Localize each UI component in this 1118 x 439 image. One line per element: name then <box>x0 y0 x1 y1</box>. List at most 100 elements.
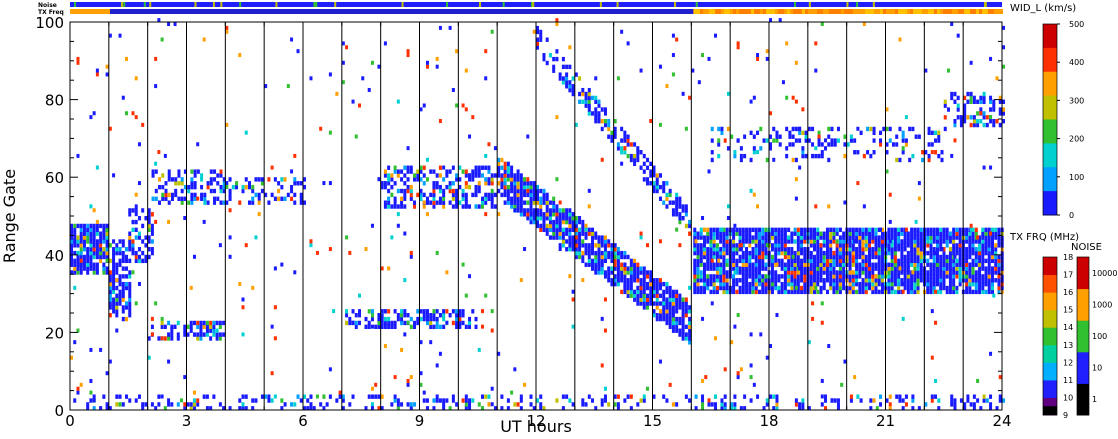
data-point <box>668 200 672 205</box>
data-point <box>678 212 682 217</box>
data-point <box>693 243 697 248</box>
data-point <box>216 173 220 178</box>
data-point <box>787 278 791 283</box>
data-point <box>377 64 381 69</box>
data-point <box>536 219 539 225</box>
data-point <box>942 285 946 291</box>
data-point <box>584 247 588 252</box>
data-point <box>719 247 723 252</box>
data-point <box>817 153 821 159</box>
data-point <box>422 181 426 186</box>
data-point <box>990 270 994 275</box>
data-point <box>442 402 446 407</box>
data-point <box>759 126 763 132</box>
data-point <box>409 402 413 407</box>
x-tick-label: 21 <box>876 412 895 430</box>
data-point <box>811 126 815 132</box>
data-point <box>919 239 923 244</box>
data-point <box>853 150 857 155</box>
txfreq-bar-segment <box>880 9 883 14</box>
data-point <box>732 254 736 260</box>
data-point <box>529 181 533 186</box>
data-point <box>787 266 791 271</box>
data-point <box>796 239 800 244</box>
data-point <box>877 239 881 244</box>
data-point <box>855 227 859 233</box>
data-point <box>309 76 313 81</box>
data-point <box>581 278 585 283</box>
data-point <box>561 227 565 233</box>
data-point <box>131 219 135 225</box>
data-point <box>574 254 578 260</box>
data-point <box>851 235 855 240</box>
data-point <box>458 316 462 322</box>
data-point <box>131 243 135 248</box>
data-point <box>581 254 585 260</box>
data-point <box>413 402 417 407</box>
data-point <box>89 262 93 267</box>
data-point <box>819 266 823 271</box>
data-point <box>273 196 277 201</box>
data-point <box>775 262 779 267</box>
data-point <box>561 239 565 244</box>
data-point <box>939 254 943 260</box>
data-point <box>910 231 914 236</box>
data-point <box>464 204 468 209</box>
data-point <box>629 153 633 159</box>
data-point <box>712 278 716 283</box>
data-point <box>406 49 410 54</box>
data-point <box>861 239 865 244</box>
data-point <box>741 243 745 248</box>
data-point <box>793 231 797 236</box>
data-point <box>675 328 679 333</box>
data-point <box>176 320 180 326</box>
data-point <box>675 324 679 330</box>
data-point <box>480 196 484 201</box>
data-point <box>70 258 73 264</box>
data-point <box>919 243 923 248</box>
data-point <box>989 402 993 407</box>
data-point <box>735 231 739 236</box>
data-point <box>982 394 986 399</box>
data-point <box>914 219 918 224</box>
data-point <box>594 111 598 116</box>
data-point <box>523 188 527 194</box>
data-point <box>864 262 868 267</box>
data-point <box>822 239 826 244</box>
data-point <box>932 254 936 260</box>
data-point <box>574 247 578 252</box>
data-point <box>868 274 872 279</box>
data-point <box>445 320 449 325</box>
data-point <box>99 235 103 240</box>
data-point <box>131 239 135 244</box>
data-point <box>719 266 723 271</box>
data-point <box>840 382 844 387</box>
data-point <box>293 200 297 205</box>
data-point <box>668 320 672 326</box>
data-point <box>225 184 229 189</box>
data-point <box>974 274 978 279</box>
data-point <box>887 231 891 236</box>
data-point <box>979 95 983 101</box>
data-point <box>764 235 768 240</box>
data-point <box>684 313 688 318</box>
data-point <box>561 76 565 81</box>
data-point <box>338 390 342 395</box>
data-point <box>787 262 791 267</box>
data-point <box>712 274 716 279</box>
data-point <box>183 184 187 190</box>
data-point <box>749 363 753 368</box>
data-point <box>523 382 527 387</box>
data-point <box>903 235 907 240</box>
data-point <box>968 285 972 291</box>
data-point <box>536 398 539 403</box>
data-point <box>662 289 666 295</box>
data-point <box>150 402 154 407</box>
data-point <box>696 278 700 283</box>
data-point <box>780 266 784 271</box>
data-point <box>105 239 109 244</box>
txfreq-bar-segment <box>976 9 979 14</box>
data-point <box>665 316 669 322</box>
data-point <box>874 239 878 244</box>
data-point <box>994 243 998 248</box>
